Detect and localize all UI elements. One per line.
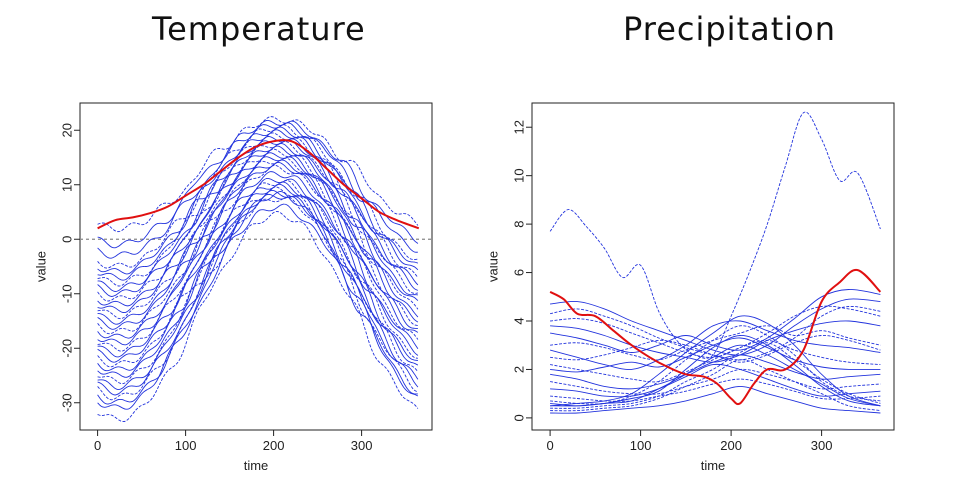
prec-station-line: [549, 111, 881, 359]
temp-station-line: [97, 183, 419, 378]
temp-y-tick-label: 10: [59, 178, 74, 192]
temp-station-line: [97, 196, 419, 401]
prec-x-tick-label: 100: [630, 438, 652, 453]
temp-y-axis-label: value: [33, 251, 48, 282]
temp-station-line: [97, 181, 418, 372]
temp-station-line: [97, 126, 419, 275]
temp-y-tick-label: -10: [59, 284, 74, 303]
prec-y-tick-label: 0: [511, 414, 526, 421]
prec-y-tick-label: 10: [511, 168, 526, 182]
temp-station-line: [97, 164, 419, 352]
prec-station-line: [550, 385, 881, 414]
prec-station-line: [549, 320, 881, 370]
prec-y-axis-label: value: [490, 251, 500, 282]
prec-station-line: [550, 315, 881, 407]
temp-highlight-line: [97, 139, 420, 230]
temp-station-line: [97, 211, 419, 423]
prec-y-tick-label: 2: [511, 366, 526, 373]
prec-x-axis-label: time: [701, 458, 726, 473]
temp-y-tick-label: -20: [59, 339, 74, 358]
prec-station-line: [550, 337, 881, 373]
temp-station-line: [97, 171, 419, 358]
prec-plot-frame: [531, 102, 895, 431]
prec-highlight-line: [549, 268, 882, 406]
temp-y-tick-label: 20: [59, 123, 74, 137]
prec-station-line: [550, 363, 881, 398]
temp-plot-frame: [79, 102, 433, 431]
temperature-chart: 0 100 200 300 -30 -20 -10 0 10 20 time value: [33, 102, 433, 473]
prec-x-tick-label: 0: [546, 438, 553, 453]
prec-station-line: [550, 289, 881, 353]
temp-x-axis-label: time: [244, 458, 269, 473]
prec-station-line: [550, 368, 881, 395]
temp-x-tick-label: 100: [175, 438, 197, 453]
temp-y-tick-label: -30: [59, 393, 74, 412]
temp-series-group: [81, 116, 431, 423]
prec-station-line: [550, 344, 881, 407]
prec-station-line: [550, 359, 881, 412]
temp-x-tick-label: 0: [94, 438, 101, 453]
temp-station-line: [97, 116, 419, 233]
prec-station-line: [550, 298, 881, 356]
prec-x-tick-label: 200: [720, 438, 742, 453]
prec-y-tick-label: 8: [511, 220, 526, 227]
temp-station-line: [97, 143, 418, 307]
temp-station-line: [97, 145, 419, 314]
prec-y-tick-label: 4: [511, 317, 526, 324]
prec-station-line: [550, 335, 881, 363]
prec-series-group: [549, 111, 882, 414]
temp-station-line: [97, 157, 418, 335]
precipitation-chart-title: Precipitation: [623, 10, 837, 48]
prec-station-line: [550, 354, 881, 390]
temp-station-line: [97, 190, 419, 410]
temp-y-tick-label: 0: [59, 236, 74, 243]
prec-x-tick-label: 300: [811, 438, 833, 453]
prec-station-line: [550, 339, 881, 383]
temp-station-line: [97, 124, 418, 269]
temp-x-tick-label: 300: [351, 438, 373, 453]
temp-station-line: [97, 193, 419, 396]
temp-station-line: [97, 156, 419, 330]
temp-x-tick-label: 200: [263, 438, 285, 453]
prec-y-tick-label: 6: [511, 269, 526, 276]
temp-station-line: [97, 203, 418, 405]
prec-station-line: [550, 325, 881, 361]
temperature-chart-title: Temperature: [152, 10, 366, 48]
prec-y-tick-label: 12: [511, 120, 526, 134]
precipitation-chart: 0 100 200 300 0 2 4 6 8 10 12 time value: [490, 102, 895, 473]
temp-station-line: [97, 159, 418, 339]
temp-station-line: [97, 179, 418, 368]
temp-station-line: [97, 148, 419, 320]
temp-station-line: [97, 186, 419, 385]
temp-station-line: [97, 129, 419, 281]
prec-station-line: [550, 325, 881, 405]
